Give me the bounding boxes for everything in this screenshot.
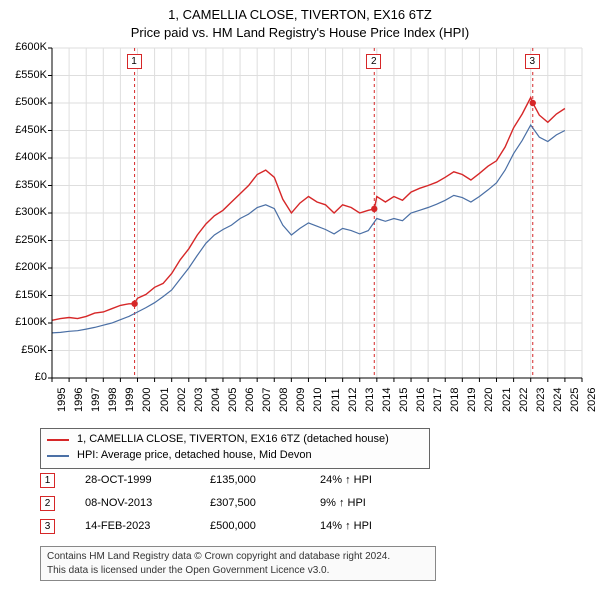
x-tick-label: 2007 <box>261 388 273 412</box>
x-tick-label: 2003 <box>193 388 205 412</box>
transactions-table: 1 28-OCT-1999£135,00024% ↑ HPI 2 08-NOV-201… <box>40 472 560 541</box>
y-tick-label: £300K <box>3 206 47 218</box>
transaction-row: 3 14-FEB-2023£500,00014% ↑ HPI <box>40 518 560 534</box>
chart-svg <box>52 48 582 378</box>
transaction-badge: 2 <box>40 496 55 511</box>
chart-container: 1, CAMELLIA CLOSE, TIVERTON, EX16 6TZ Pr… <box>0 0 600 590</box>
x-tick-label: 2015 <box>398 388 410 412</box>
x-tick-label: 2026 <box>586 388 598 412</box>
x-tick-label: 2025 <box>569 388 581 412</box>
transaction-row: 1 28-OCT-1999£135,00024% ↑ HPI <box>40 472 560 488</box>
x-tick-label: 2009 <box>295 388 307 412</box>
y-tick-label: £450K <box>3 124 47 136</box>
x-tick-label: 2013 <box>364 388 376 412</box>
footer-line-1: Contains HM Land Registry data © Crown c… <box>47 550 429 564</box>
footer-line-2: This data is licensed under the Open Gov… <box>47 564 429 578</box>
transaction-pct-vs-hpi: 14% ↑ HPI <box>320 520 372 532</box>
legend-swatch-1 <box>47 439 69 441</box>
transaction-price: £500,000 <box>210 520 320 532</box>
x-tick-label: 2010 <box>312 388 324 412</box>
transaction-pct-vs-hpi: 9% ↑ HPI <box>320 497 366 509</box>
transaction-badge: 1 <box>40 473 55 488</box>
y-tick-label: £350K <box>3 179 47 191</box>
y-tick-label: £100K <box>3 316 47 328</box>
x-tick-label: 2024 <box>552 388 564 412</box>
legend-row-1: 1, CAMELLIA CLOSE, TIVERTON, EX16 6TZ (d… <box>47 432 423 448</box>
x-tick-label: 2011 <box>330 388 342 412</box>
transaction-date: 28-OCT-1999 <box>85 474 210 486</box>
chart-area <box>52 48 582 378</box>
y-tick-label: £150K <box>3 289 47 301</box>
y-tick-label: £600K <box>3 41 47 53</box>
legend-box: 1, CAMELLIA CLOSE, TIVERTON, EX16 6TZ (d… <box>40 428 430 469</box>
y-tick-label: £50K <box>3 344 47 356</box>
x-tick-label: 1997 <box>90 388 102 412</box>
title-block: 1, CAMELLIA CLOSE, TIVERTON, EX16 6TZ Pr… <box>0 0 600 41</box>
y-tick-label: £250K <box>3 234 47 246</box>
transaction-date: 08-NOV-2013 <box>85 497 210 509</box>
x-tick-label: 2016 <box>415 388 427 412</box>
x-tick-label: 2017 <box>432 388 444 412</box>
transaction-date: 14-FEB-2023 <box>85 520 210 532</box>
x-tick-label: 2014 <box>381 388 393 412</box>
title-line-1: 1, CAMELLIA CLOSE, TIVERTON, EX16 6TZ <box>0 6 600 24</box>
y-tick-label: £400K <box>3 151 47 163</box>
x-tick-label: 2020 <box>483 388 495 412</box>
x-tick-label: 1999 <box>124 388 136 412</box>
legend-label-1: 1, CAMELLIA CLOSE, TIVERTON, EX16 6TZ (d… <box>77 432 389 448</box>
chart-marker-badge: 1 <box>127 54 142 69</box>
chart-marker-badge: 2 <box>366 54 381 69</box>
x-tick-label: 1995 <box>56 388 68 412</box>
x-tick-label: 2008 <box>278 388 290 412</box>
x-tick-label: 2022 <box>518 388 530 412</box>
transaction-price: £135,000 <box>210 474 320 486</box>
x-tick-label: 2018 <box>449 388 461 412</box>
x-tick-label: 2005 <box>227 388 239 412</box>
x-tick-label: 2012 <box>347 388 359 412</box>
x-tick-label: 2019 <box>466 388 478 412</box>
legend-swatch-2 <box>47 455 69 457</box>
x-tick-label: 2023 <box>535 388 547 412</box>
x-tick-label: 2021 <box>501 388 513 412</box>
x-tick-label: 2006 <box>244 388 256 412</box>
y-tick-label: £550K <box>3 69 47 81</box>
title-line-2: Price paid vs. HM Land Registry's House … <box>0 24 600 42</box>
x-tick-label: 1996 <box>73 388 85 412</box>
x-tick-label: 2000 <box>141 388 153 412</box>
y-tick-label: £200K <box>3 261 47 273</box>
footer-box: Contains HM Land Registry data © Crown c… <box>40 546 436 581</box>
legend-row-2: HPI: Average price, detached house, Mid … <box>47 448 423 464</box>
x-tick-label: 2001 <box>159 388 171 412</box>
legend-label-2: HPI: Average price, detached house, Mid … <box>77 448 312 464</box>
transaction-price: £307,500 <box>210 497 320 509</box>
chart-marker-badge: 3 <box>525 54 540 69</box>
transaction-badge: 3 <box>40 519 55 534</box>
y-tick-label: £0 <box>3 371 47 383</box>
x-tick-label: 1998 <box>107 388 119 412</box>
transaction-row: 2 08-NOV-2013£307,5009% ↑ HPI <box>40 495 560 511</box>
y-tick-label: £500K <box>3 96 47 108</box>
x-tick-label: 2004 <box>210 388 222 412</box>
transaction-pct-vs-hpi: 24% ↑ HPI <box>320 474 372 486</box>
x-tick-label: 2002 <box>176 388 188 412</box>
